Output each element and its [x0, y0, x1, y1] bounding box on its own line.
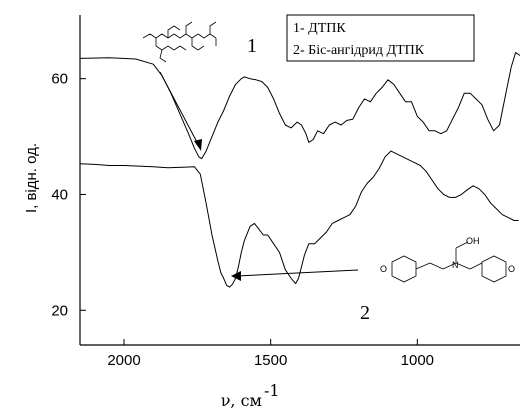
arrow-1-head [194, 139, 202, 151]
series-group [79, 52, 521, 288]
curve-label-1: 1 [247, 35, 257, 57]
structure-2-o-label-left: O [380, 264, 387, 274]
axis-ticks: 2000 1500 1000 20 40 60 [51, 71, 434, 369]
series-line-2 [79, 150, 519, 288]
structure-2-n-label: N [452, 260, 459, 270]
y-tick-label: 20 [51, 302, 68, 319]
arrow-2-shaft [236, 269, 359, 277]
legend-item-2: 2- Біс-ангідрид ДТПК [293, 43, 425, 58]
curve-label-2: 2 [360, 302, 370, 324]
y-tick-label: 40 [51, 186, 68, 203]
x-axis-label: ν, см [221, 391, 262, 410]
structure-2-o-label-right: O [508, 264, 515, 274]
arrow-2-head [231, 271, 241, 281]
structure-2-bis-anhydride [391, 241, 507, 283]
legend-item-1: 1- ДТПК [293, 21, 346, 36]
structure-1-dtpa [142, 21, 217, 63]
legend-box [286, 14, 475, 62]
x-tick-label: 1500 [254, 352, 287, 369]
legend: 1- ДТПК 2- Біс-ангідрид ДТПК [286, 14, 475, 62]
series-line-1 [79, 52, 521, 160]
y-tick-label: 60 [51, 71, 68, 88]
y-axis-label: I, відн. од. [23, 143, 40, 213]
x-tick-label: 2000 [107, 352, 140, 369]
x-axis-label-superscript: -1 [264, 381, 280, 400]
x-tick-label: 1000 [401, 352, 434, 369]
arrow-1-shaft [159, 71, 200, 147]
structure-2-oh-label: OH [466, 236, 480, 246]
